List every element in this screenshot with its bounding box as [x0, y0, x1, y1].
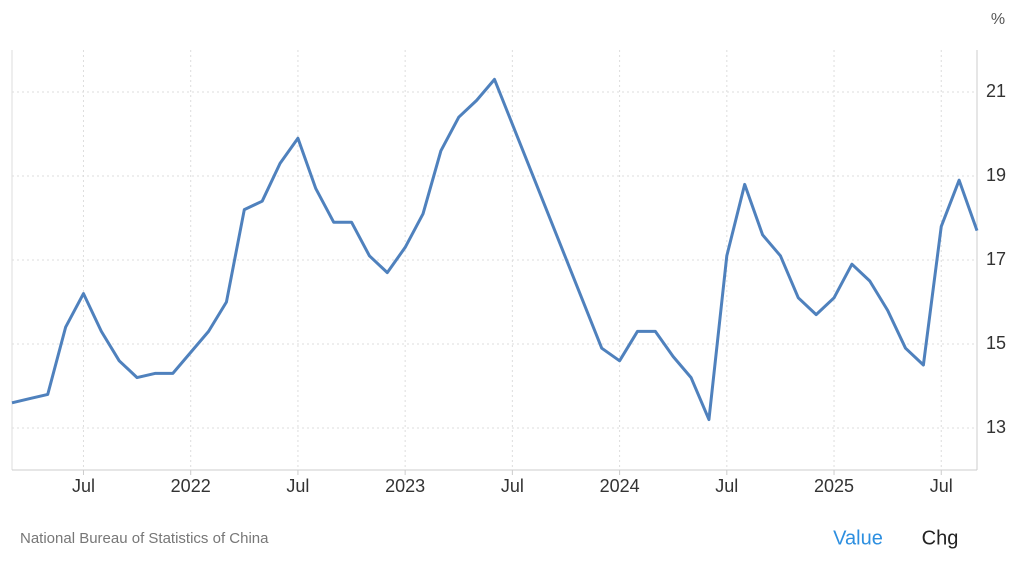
x-tick-label: 2022: [171, 476, 211, 496]
data-line: [11, 77, 979, 422]
y-tick-label: 21: [986, 81, 1006, 101]
x-tick-label: 2024: [600, 476, 640, 496]
value-tab[interactable]: Value: [833, 527, 883, 549]
x-tick-label: Jul: [72, 476, 95, 496]
x-tick-label: Jul: [286, 476, 309, 496]
x-tick-label: 2025: [814, 476, 854, 496]
x-tick-label: Jul: [930, 476, 953, 496]
x-tick-label: 2023: [385, 476, 425, 496]
y-tick-label: 15: [986, 333, 1006, 353]
x-tick-label: Jul: [501, 476, 524, 496]
y-tick-label: 13: [986, 417, 1006, 437]
chg-tab[interactable]: Chg: [922, 527, 959, 549]
y-tick-label: 17: [986, 249, 1006, 269]
unit-label: %: [991, 11, 1005, 28]
x-tick-label: Jul: [715, 476, 738, 496]
y-tick-label: 19: [986, 165, 1006, 185]
source: National Bureau of Statistics of China: [20, 530, 269, 547]
